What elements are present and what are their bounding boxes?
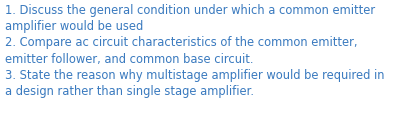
Text: 3. State the reason why multistage amplifier would be required in: 3. State the reason why multistage ampli… — [5, 68, 385, 81]
Text: emitter follower, and common base circuit.: emitter follower, and common base circui… — [5, 52, 254, 65]
Text: 2. Compare ac circuit characteristics of the common emitter,: 2. Compare ac circuit characteristics of… — [5, 36, 358, 49]
Text: 1. Discuss the general condition under which a common emitter: 1. Discuss the general condition under w… — [5, 4, 375, 17]
Text: amplifier would be used: amplifier would be used — [5, 20, 143, 33]
Text: a design rather than single stage amplifier.: a design rather than single stage amplif… — [5, 84, 254, 97]
